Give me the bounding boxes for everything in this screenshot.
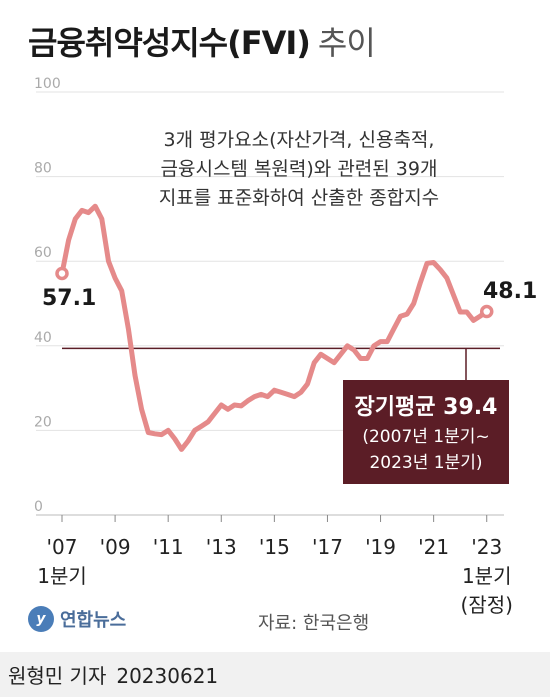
x-tick-note: (잠정) [461, 593, 513, 617]
x-tick-label: '09 [100, 535, 131, 559]
x-tick-sublabel: 1분기 [462, 564, 512, 588]
yonhap-logo-icon: y [28, 606, 54, 632]
x-tick-label: '21 [418, 535, 449, 559]
logo-text: 연합뉴스 [60, 610, 127, 631]
fvi-series-line [59, 203, 490, 452]
reporter-name: 원형민 기자 [8, 664, 107, 688]
average-box-title: 장기평균 39.4 [355, 395, 498, 420]
average-box-period-end: 2023년 1분기) [369, 453, 482, 473]
annotation-line: 지표를 표준화하여 산출한 종합지수 [159, 187, 439, 209]
y-tick-label: 100 [34, 76, 61, 92]
logo: y 연합뉴스 [28, 606, 126, 632]
x-tick-label: '11 [153, 535, 184, 559]
end-value-label: 48.1 [483, 279, 537, 304]
byline: 원형민 기자 20230621 [8, 660, 218, 689]
chart-title: 금융취약성지수(FVI) 추이 [28, 18, 376, 64]
x-tick-sublabel: 1분기 [37, 564, 87, 588]
series-layer [55, 203, 494, 452]
start-point-marker [55, 266, 69, 281]
publish-date: 20230621 [116, 664, 219, 688]
x-tick-label: '13 [206, 535, 237, 559]
y-tick-label: 0 [34, 499, 43, 515]
average-box-period-start: (2007년 1분기~ [362, 427, 489, 447]
chart-title-main: 금융취약성지수(FVI) [28, 24, 311, 62]
text-layer: '07 1분기 '09 '11 '13 '15 '17 '19 '21 '23 1분기 (잠정) 57.… [37, 129, 537, 617]
x-tick-label: '07 [47, 535, 78, 559]
start-value-label: 57.1 [42, 286, 96, 311]
footer-bar [0, 652, 550, 697]
source-text: 자료: 한국은행 [258, 613, 370, 634]
chart-title-sub: 추이 [317, 24, 376, 62]
x-tick-label: '23 [471, 535, 502, 559]
annotation-line: 금융시스템 복원력)와 관련된 39개 [161, 158, 438, 180]
annotation-line: 3개 평가요소(자산가격, 신용축적, [164, 129, 435, 151]
x-tick-label: '17 [312, 535, 343, 559]
x-tick-label: '15 [259, 535, 290, 559]
y-tick-label: 60 [34, 245, 52, 261]
y-tick-label: 40 [34, 330, 52, 346]
reference-line-layer: 장기평균 39.4 (2007년 1분기~ 2023년 1분기) [62, 347, 509, 484]
y-tick-label: 80 [34, 161, 52, 177]
y-tick-label: 20 [34, 414, 52, 430]
end-point-marker [479, 304, 494, 319]
average-box [343, 380, 509, 484]
x-tick-label: '19 [365, 535, 396, 559]
